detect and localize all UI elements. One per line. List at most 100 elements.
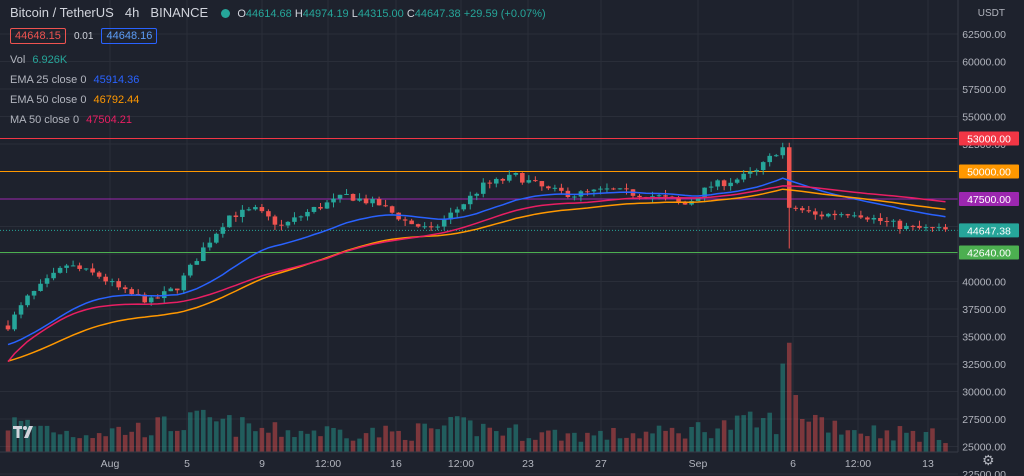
time-tick-label: 6 bbox=[790, 458, 796, 470]
time-tick-label: Sep bbox=[689, 458, 708, 470]
candle-body bbox=[155, 297, 161, 299]
candle-body bbox=[904, 225, 909, 230]
volume-bar bbox=[500, 435, 506, 452]
candle-body bbox=[161, 291, 167, 299]
candle-body bbox=[917, 225, 922, 228]
volume-bar bbox=[409, 440, 414, 452]
volume-bar bbox=[51, 432, 56, 452]
candle-body bbox=[435, 226, 440, 228]
candle-body bbox=[533, 180, 538, 182]
volume-bar bbox=[194, 410, 200, 452]
candle-body bbox=[129, 289, 134, 295]
candle-body bbox=[96, 272, 102, 277]
candle-body bbox=[402, 219, 408, 221]
candle-body bbox=[637, 195, 642, 198]
candle-body bbox=[233, 215, 239, 217]
volume-bar bbox=[878, 438, 883, 452]
indicator-label: EMA 50 close 0 bbox=[10, 94, 87, 106]
time-tick-label: Aug bbox=[101, 458, 120, 470]
candle-body bbox=[591, 189, 597, 192]
symbol-name[interactable]: Bitcoin / TetherUS bbox=[10, 5, 114, 20]
candle-body bbox=[370, 198, 375, 204]
volume-bar bbox=[415, 423, 421, 452]
volume-bar bbox=[64, 430, 69, 452]
volume-bar bbox=[520, 440, 525, 452]
low-label: L bbox=[351, 8, 358, 20]
ema25-indicator[interactable]: EMA 25 close 0 45914.36 bbox=[10, 74, 139, 86]
volume-bar bbox=[767, 412, 772, 452]
volume-bar bbox=[227, 415, 232, 452]
candle-body bbox=[44, 278, 50, 284]
candle-body bbox=[539, 181, 545, 187]
trade-row: 44648.15 0.01 44648.16 bbox=[10, 28, 158, 44]
chart-grid bbox=[0, 0, 958, 475]
candle-body bbox=[25, 295, 30, 306]
candle-body bbox=[474, 193, 480, 196]
buy-button[interactable]: 44648.16 bbox=[101, 28, 158, 44]
candle-body bbox=[526, 180, 532, 183]
volume-bar bbox=[546, 430, 551, 452]
candle-body bbox=[617, 188, 623, 190]
indicator-label: Vol bbox=[10, 54, 26, 66]
volume-bar bbox=[142, 437, 147, 452]
candle-body bbox=[559, 187, 564, 191]
volume-bar bbox=[487, 427, 493, 452]
horizontal-level-tag bbox=[959, 245, 1019, 260]
time-tick-label: 12:00 bbox=[448, 458, 474, 470]
ema50-indicator[interactable]: EMA 50 close 0 46792.44 bbox=[10, 94, 139, 106]
volume-bar bbox=[611, 427, 616, 452]
candle-body bbox=[266, 211, 271, 217]
sell-button[interactable]: 44648.15 bbox=[10, 28, 66, 44]
last-price-label: 44647.38 bbox=[967, 225, 1011, 237]
price-tick-label: 57500.00 bbox=[962, 84, 1006, 96]
volume-bar bbox=[565, 433, 571, 452]
volume-bar bbox=[467, 420, 473, 452]
price-tick-label: 22500.00 bbox=[962, 469, 1006, 476]
ema25-line bbox=[7, 177, 946, 346]
candle-body bbox=[441, 219, 447, 227]
candle-body bbox=[246, 209, 252, 211]
volume-bar bbox=[161, 416, 167, 452]
interval[interactable]: 4h bbox=[124, 5, 140, 20]
price-tick-label: 27500.00 bbox=[962, 414, 1006, 426]
volume-bar bbox=[422, 423, 427, 452]
volume-bar bbox=[148, 435, 154, 452]
candle-body bbox=[611, 188, 616, 190]
time-tick-label: 12:00 bbox=[315, 458, 341, 470]
price-tick-label: 62500.00 bbox=[962, 29, 1006, 41]
candle-body bbox=[77, 265, 82, 269]
tradingview-logo-icon[interactable] bbox=[12, 424, 38, 440]
volume-bar bbox=[702, 432, 707, 452]
volume-bar bbox=[396, 430, 401, 452]
candle-body bbox=[51, 272, 56, 279]
gear-icon[interactable]: ⚙ bbox=[982, 452, 995, 468]
volume-bar bbox=[493, 431, 499, 452]
volume-bar bbox=[376, 437, 382, 452]
currency-label: USDT bbox=[978, 8, 1005, 19]
volume-bar bbox=[695, 422, 701, 452]
horizontal-level-tag bbox=[959, 131, 1019, 146]
volume-bar bbox=[441, 425, 447, 452]
candle-body bbox=[773, 155, 779, 157]
volume-bar bbox=[559, 440, 564, 452]
candle-body bbox=[357, 198, 362, 201]
indicator-value: 47504.21 bbox=[86, 114, 133, 126]
volume-indicator[interactable]: Vol 6.926K bbox=[10, 54, 67, 66]
volume-bar bbox=[5, 430, 11, 452]
volume-bar bbox=[904, 432, 909, 452]
volume-bar bbox=[305, 433, 310, 452]
volume-bar bbox=[435, 429, 440, 452]
horizontal-level-label: 42640.00 bbox=[967, 247, 1011, 259]
candle-body bbox=[852, 215, 857, 217]
candle-body bbox=[305, 211, 310, 217]
candle-body bbox=[298, 216, 304, 218]
candle-body bbox=[598, 188, 603, 190]
candle-body bbox=[18, 305, 24, 315]
horizontal-level-label: 47500.00 bbox=[967, 194, 1011, 206]
ma50-indicator[interactable]: MA 50 close 0 47504.21 bbox=[10, 114, 132, 126]
candle-body bbox=[109, 281, 115, 283]
candle-body bbox=[148, 297, 154, 303]
candle-body bbox=[936, 227, 942, 229]
candle-body bbox=[337, 194, 343, 199]
